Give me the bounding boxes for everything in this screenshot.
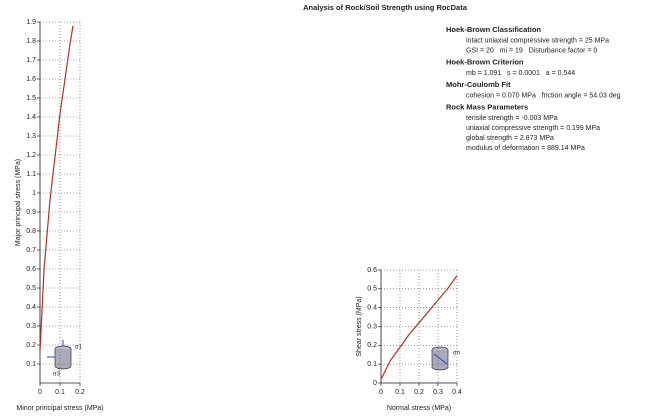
y-tick-label: 1.7 <box>26 57 36 64</box>
y-tick-label: 0.2 <box>367 342 377 349</box>
x-tick-label: 0 <box>38 389 42 396</box>
page: Analysis of Rock/Soil Strength using Roc… <box>0 0 652 416</box>
y-tick-label: 1.2 <box>26 152 36 159</box>
y-tick-label: 1 <box>32 190 36 197</box>
y-tick-label: 0.4 <box>26 304 36 311</box>
y-tick-label: 0.9 <box>26 209 36 216</box>
y-tick-label: 0.5 <box>367 286 377 293</box>
y-tick-label: 0.5 <box>26 285 36 292</box>
info-line: uniaxial compressive strength = 0.199 MP… <box>466 125 600 132</box>
y-tick-label: 0.1 <box>367 361 377 368</box>
y-tick-label: 1.8 <box>26 38 36 45</box>
x-axis-label: Minor principal stress (MPa) <box>16 405 103 412</box>
x-tick-label: 0 <box>379 389 383 396</box>
info-line: mb = 1.091 s = 0.0001 a = 0.544 <box>466 70 575 77</box>
y-tick-label: 0.7 <box>26 247 36 254</box>
info-heading: Rock Mass Parameters <box>446 102 528 111</box>
page-title: Analysis of Rock/Soil Strength using Roc… <box>303 3 468 12</box>
y-tick-label: 0 <box>373 380 377 387</box>
y-tick-label: 1.6 <box>26 76 36 83</box>
info-heading: Mohr-Coulomb Fit <box>446 80 511 89</box>
info-line: modulus of deformation = 889.14 MPa <box>466 145 585 152</box>
y-tick-label: 0.3 <box>26 323 36 330</box>
info-line: intact uniaxial compressive strength = 2… <box>466 37 609 44</box>
info-line: cohesion = 0.070 MPa friction angle = 54… <box>466 92 621 99</box>
x-axis-label: Normal stress (MPa) <box>387 405 451 412</box>
y-tick-label: 0.1 <box>26 361 36 368</box>
y-tick-label: 1.3 <box>26 133 36 140</box>
info-line: GSI = 20 mi = 19 Disturbance factor = 0 <box>466 47 597 54</box>
info-heading: Hoek-Brown Classification <box>446 25 541 34</box>
info-line: global strength = 2.873 MPa <box>466 135 554 142</box>
y-axis-label: Shear stress (MPa) <box>356 296 363 356</box>
y-tick-label: 1.1 <box>26 171 36 178</box>
icon-label: σn <box>453 351 460 357</box>
y-tick-label: 0.2 <box>26 342 36 349</box>
y-tick-label: 1.4 <box>26 114 36 121</box>
y-tick-label: 0.6 <box>367 267 377 274</box>
icon-label: σ1 <box>75 345 83 351</box>
sample-icon <box>47 340 71 369</box>
curve <box>40 26 73 351</box>
x-tick-label: 0.1 <box>395 389 405 396</box>
y-tick-label: 1.9 <box>26 19 36 26</box>
y-tick-label: 0.4 <box>367 305 377 312</box>
x-tick-label: 0.2 <box>75 389 85 396</box>
x-tick-label: 0.1 <box>55 389 65 396</box>
sample-icon <box>432 347 448 370</box>
x-tick-label: 0.2 <box>414 389 424 396</box>
x-tick-label: 0.3 <box>433 389 443 396</box>
info-line: tensile strength = -0.003 MPa <box>466 115 558 122</box>
y-tick-label: 0.3 <box>367 323 377 330</box>
info-heading: Hoek-Brown Criterion <box>446 57 524 66</box>
y-tick-label: 0.6 <box>26 266 36 273</box>
y-axis-label: Major principal stress (MPa) <box>15 159 22 246</box>
y-tick-label: 1.5 <box>26 95 36 102</box>
x-tick-label: 0.4 <box>452 389 462 396</box>
icon-label: σ3 <box>53 372 61 378</box>
y-tick-label: 0.8 <box>26 228 36 235</box>
